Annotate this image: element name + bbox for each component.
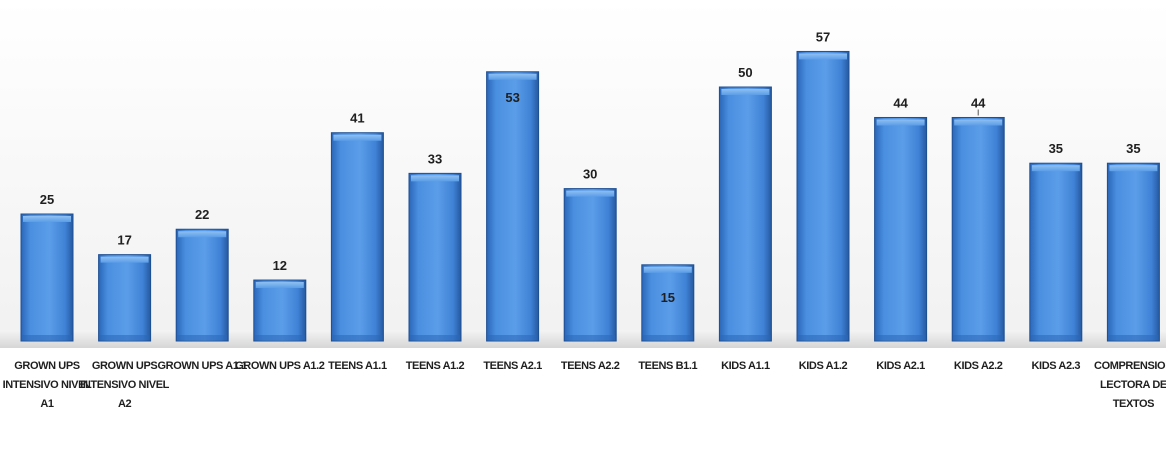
bar [718, 86, 772, 342]
value-label: 15 [661, 290, 675, 305]
value-label: 30 [583, 167, 597, 182]
bar-body [718, 86, 772, 342]
category-label: GROWN UPS A1.2 [235, 360, 325, 372]
bar-body [98, 254, 152, 342]
category-label: GROWN UPS A1.1 [158, 360, 248, 372]
bar-cap [255, 282, 304, 289]
bar [1029, 162, 1083, 342]
value-label: 35 [1126, 141, 1140, 156]
bar-body [175, 228, 229, 342]
bars-layer [20, 50, 1160, 342]
bar-cap [643, 266, 692, 273]
bar-base [875, 335, 926, 340]
bar-base [953, 335, 1004, 340]
bar-base [254, 335, 305, 340]
category-label: TEENS A2.2 [561, 360, 620, 372]
bar-cap [799, 53, 847, 60]
bar-cap [566, 190, 615, 197]
bar-base [487, 335, 538, 340]
bar-cap [876, 119, 925, 126]
bar [486, 71, 540, 342]
category-label: TEENS A1.1 [328, 360, 387, 372]
bar-cap [954, 119, 1003, 126]
value-label: 17 [117, 233, 131, 248]
value-label: 35 [1049, 141, 1063, 156]
bar-cap [178, 231, 227, 238]
bar [253, 279, 307, 342]
bar [1106, 162, 1160, 342]
bar-body [253, 279, 307, 342]
bar-body [486, 71, 540, 342]
category-label: KIDS A1.1 [721, 360, 770, 372]
bar-base [410, 335, 460, 340]
bar-base [177, 335, 228, 340]
value-label: 25 [40, 192, 54, 207]
category-label: GROWN UPS INTENSIVO NIVEL A2 [80, 360, 169, 410]
bar-body [641, 264, 695, 342]
bar-cap [721, 89, 770, 95]
bar-base [565, 335, 616, 340]
value-label: 44 [971, 95, 986, 110]
bar [408, 172, 462, 342]
bar-base [22, 335, 72, 340]
bar [796, 50, 850, 342]
bar-body [1029, 162, 1083, 342]
category-label: KIDS A1.2 [799, 360, 848, 372]
bar-base [798, 335, 848, 340]
bar-base [642, 335, 693, 340]
bar-body [330, 132, 384, 342]
value-label: 44 [893, 95, 908, 110]
category-label: TEENS A1.2 [406, 360, 465, 372]
category-label: KIDS A2.1 [876, 360, 925, 372]
bar-cap [333, 134, 382, 141]
value-label: 22 [195, 207, 209, 222]
bar-body [1106, 162, 1160, 342]
bar-cap [100, 256, 149, 263]
value-label: 57 [816, 29, 830, 44]
category-label: KIDS A2.3 [1032, 360, 1081, 372]
category-label: COMPRENSION LECTORA DE TEXTOS [1094, 360, 1166, 410]
bar-body [563, 188, 617, 342]
bar [563, 188, 617, 342]
value-label: 53 [505, 90, 519, 105]
bar-body [408, 172, 462, 342]
category-label: TEENS A2.1 [483, 360, 542, 372]
bar [874, 116, 928, 342]
bar [175, 228, 229, 342]
bar [20, 213, 74, 342]
bar-body [796, 50, 850, 342]
bar-cap [1031, 165, 1080, 172]
bar-base [332, 335, 383, 340]
bar [98, 254, 152, 342]
bar-body [20, 213, 74, 342]
value-label: 33 [428, 151, 442, 166]
category-label: KIDS A2.2 [954, 360, 1003, 372]
bar-base [1108, 335, 1159, 340]
category-label: TEENS B1.1 [638, 360, 697, 372]
bar-cap [488, 73, 537, 80]
bar-cap [23, 216, 71, 222]
bar-cap [1109, 165, 1158, 172]
bar-cap [411, 175, 459, 182]
category-label: GROWN UPS INTENSIVO NIVEL A1 [3, 360, 92, 410]
value-label: 41 [350, 111, 364, 126]
bar [330, 132, 384, 342]
value-label: 12 [273, 258, 287, 273]
bar-body [874, 116, 928, 342]
value-labels-layer: 25 17 22 12 41 33 53 30 15 50 57 44 44 35 35 [40, 29, 1141, 304]
bar-body [951, 116, 1005, 342]
bar [641, 264, 695, 342]
bar-base [99, 335, 150, 340]
value-label: 50 [738, 65, 752, 80]
bar-base [720, 335, 771, 340]
bar-base [1030, 335, 1081, 340]
bar [951, 116, 1005, 342]
